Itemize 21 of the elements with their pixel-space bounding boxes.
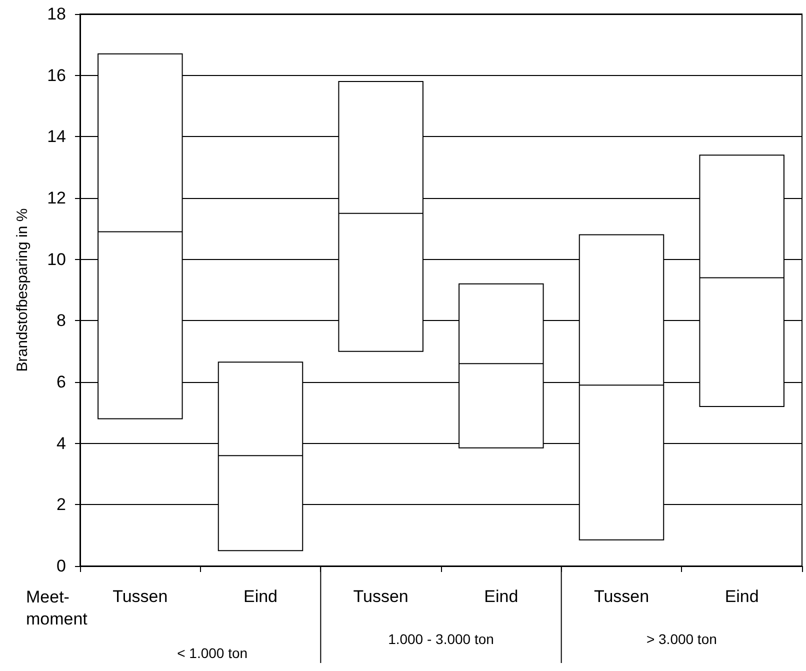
y-tick-label: 12 <box>47 188 66 208</box>
text: > 3.000 ton <box>646 631 717 647</box>
y-tick-label: 18 <box>47 4 66 24</box>
x-tick-label: Eind <box>484 587 518 606</box>
x-tick-label: Tussen <box>112 587 168 606</box>
y-axis-title: Brandstofbesparing in % <box>14 208 31 372</box>
x-tick-label: Tussen <box>594 587 650 606</box>
text: < 1.000 ton <box>177 645 248 661</box>
y-tick-label: 0 <box>56 556 66 576</box>
y-tick-label: 10 <box>47 250 66 269</box>
text: 1.000 - 3.000 ton <box>388 631 494 647</box>
x-tick-label: Tussen <box>353 587 408 606</box>
text: Meet- moment <box>26 588 88 628</box>
y-tick-label: 4 <box>56 434 66 453</box>
y-tick-label: 16 <box>47 66 66 85</box>
y-tick-label: 2 <box>56 495 66 514</box>
y-tick-label: 8 <box>56 311 66 330</box>
x-tick-label: Eind <box>243 587 278 606</box>
x-tick-label: Eind <box>724 587 759 606</box>
y-tick-label: 6 <box>56 372 66 392</box>
y-tick-label: 14 <box>47 127 66 146</box>
